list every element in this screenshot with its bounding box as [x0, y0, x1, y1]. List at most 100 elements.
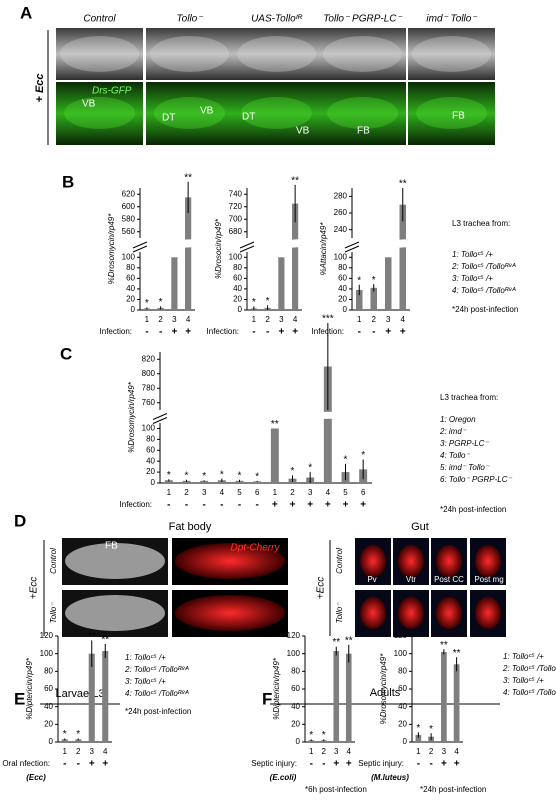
condition: + — [325, 500, 331, 511]
y-tick-label: 60 — [338, 273, 347, 282]
significance: * — [357, 275, 361, 286]
condition: - — [358, 327, 361, 338]
larva-shape — [150, 36, 229, 72]
gfp-signal — [327, 97, 398, 129]
panel-header: Fat body — [169, 521, 212, 533]
x-tick-label: 1 — [309, 747, 314, 756]
y-tick-label: 0 — [296, 737, 301, 746]
condition-label: Infection: — [120, 500, 152, 509]
condition-label: Infection: — [100, 327, 132, 336]
x-tick-label: 1 — [416, 747, 421, 756]
condition: - — [167, 500, 170, 511]
annotation: Vtr — [406, 575, 417, 584]
x-tick-label: 1 — [63, 747, 68, 756]
significance: * — [361, 450, 365, 461]
y-tick-label: 0 — [403, 737, 408, 746]
bar — [278, 257, 285, 310]
significance: * — [372, 275, 376, 286]
y-axis-label: %Drosocin/rp49* — [214, 218, 223, 279]
condition: - — [63, 759, 66, 770]
y-tick-label: 20 — [291, 719, 300, 728]
image-brightfield — [146, 28, 233, 80]
y-tick-label: 580 — [122, 214, 136, 223]
condition: + — [292, 327, 298, 338]
y-tick-label: 60 — [398, 684, 407, 693]
x-tick-label: 1 — [357, 315, 362, 324]
panel-letter: D — [14, 511, 26, 530]
significance: * — [344, 455, 348, 466]
legend-item: 6: Tollo⁻ PGRP-LC⁻ — [440, 475, 513, 484]
significance: *** — [322, 314, 334, 325]
bar — [441, 651, 447, 742]
annotation: Post CC — [434, 575, 464, 584]
y-tick-label: 100 — [122, 252, 136, 261]
condition-note: (E.coli) — [270, 773, 297, 782]
y-tick-label: 100 — [40, 649, 54, 658]
axis-break — [241, 239, 302, 251]
bar — [453, 664, 460, 742]
column-label: Control — [83, 14, 116, 25]
image-fluorescence — [319, 82, 406, 145]
gfp-signal — [241, 97, 312, 129]
gut-signal — [436, 545, 462, 577]
y-tick-label: 80 — [338, 263, 347, 272]
significance: * — [167, 470, 171, 481]
significance: ** — [345, 635, 353, 646]
significance: * — [76, 729, 80, 740]
y-tick-label: 40 — [44, 702, 53, 711]
larva-shape — [412, 36, 491, 72]
reporter-label: Dpt-Cherry — [231, 543, 281, 554]
bar — [164, 480, 173, 483]
y-tick-label: 260 — [334, 208, 348, 217]
gut-signal — [398, 597, 424, 629]
axis-break-mark — [132, 241, 148, 249]
bar — [399, 204, 407, 310]
bar — [270, 428, 279, 483]
y-axis-label: %Diptericin/rp49* — [25, 657, 34, 720]
y-tick-label: 40 — [146, 456, 155, 465]
gut-signal — [398, 545, 424, 577]
x-tick-label: 2 — [265, 315, 270, 324]
y-tick-label: 600 — [122, 202, 136, 211]
bar — [253, 481, 262, 483]
y-tick-label: 620 — [122, 189, 136, 198]
condition: + — [278, 327, 284, 338]
bar — [384, 257, 392, 310]
legend-note: *6h post-infection — [305, 785, 367, 794]
significance: * — [429, 724, 433, 735]
legend-item: 3: Tolloᶜ⁵ /+ — [452, 274, 493, 283]
significance: ** — [184, 172, 192, 183]
bar — [355, 289, 363, 310]
y-tick-label: 20 — [146, 467, 155, 476]
y-tick-label: 0 — [343, 305, 348, 314]
condition: - — [255, 500, 258, 511]
axis-break-mark — [344, 241, 360, 249]
y-tick-label: 20 — [126, 295, 135, 304]
panel-letter: F — [262, 689, 272, 708]
x-tick-label: 3 — [172, 315, 177, 324]
condition: + — [333, 759, 339, 770]
axis-break — [346, 239, 410, 251]
x-tick-label: 1 — [252, 315, 257, 324]
significance: * — [63, 729, 67, 740]
column-label: Tollo⁻ PGRP-LC⁻ — [323, 14, 402, 25]
annotation: VB — [200, 106, 214, 117]
condition: + — [400, 327, 406, 338]
legend-item: 1: Tolloᶜ⁵ /+ — [125, 653, 166, 662]
bar — [88, 653, 95, 742]
panel-letter: C — [60, 344, 72, 363]
y-tick-label: 720 — [229, 202, 243, 211]
axis-break-mark — [152, 413, 168, 420]
significance: ** — [101, 635, 109, 646]
x-tick-label: 4 — [103, 747, 108, 756]
y-tick-label: 20 — [233, 295, 242, 304]
y-tick-label: 100 — [229, 252, 243, 261]
legend-note: *24h post-infection — [125, 707, 191, 716]
axis-break — [134, 239, 195, 251]
condition: + — [89, 759, 95, 770]
legend-item: 3: Tolloᶜ⁵ /+ — [125, 677, 166, 686]
condition: - — [145, 327, 148, 338]
condition-label: Septic injury: — [358, 759, 404, 768]
condition: - — [185, 500, 188, 511]
